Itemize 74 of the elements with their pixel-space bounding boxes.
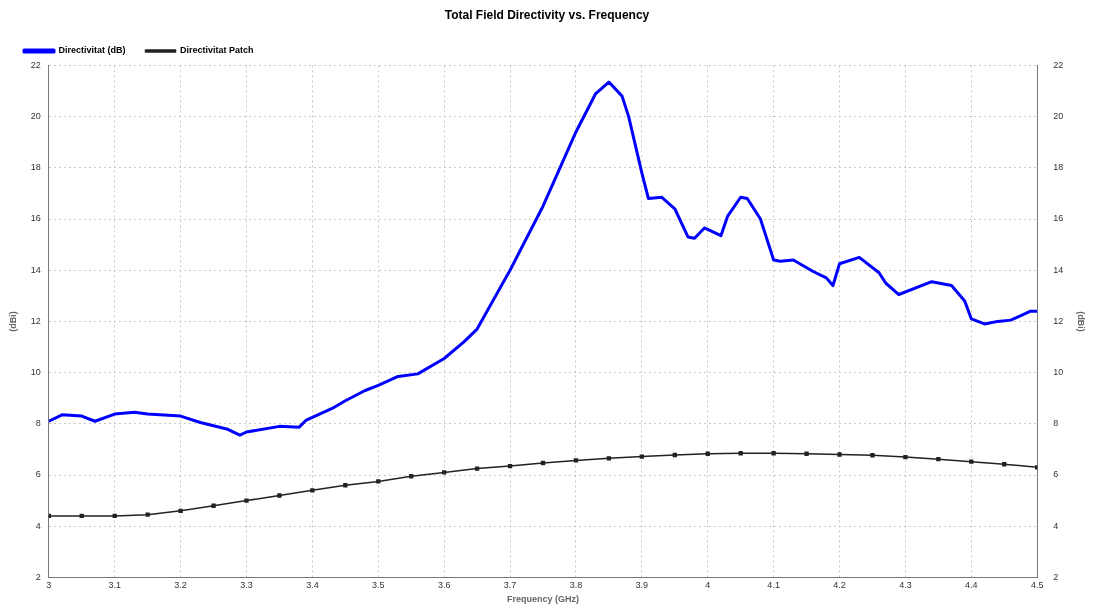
point — [244, 498, 249, 503]
x-tick-label: 3.3 — [240, 580, 253, 591]
x-tick-label: 3.4 — [306, 580, 319, 591]
y-tick-label: 10 — [30, 367, 41, 378]
y2-axis-title: (dBi) — [1076, 311, 1087, 332]
x-tick-label: 3.2 — [174, 580, 187, 591]
y-tick-label: 4 — [35, 520, 41, 531]
point — [112, 513, 117, 519]
point — [672, 452, 677, 458]
legend-label: Directivitat Patch — [180, 45, 254, 56]
x-tick-label: 4.1 — [767, 580, 780, 591]
point — [442, 470, 447, 475]
point — [936, 456, 941, 462]
y-tick-label: 16 — [30, 213, 41, 224]
y2-tick-label: 16 — [1053, 213, 1064, 224]
x-tick-label: 3.8 — [569, 580, 583, 591]
y-tick-label: 20 — [30, 111, 41, 122]
point — [639, 454, 644, 459]
y-tick-label: 18 — [30, 162, 41, 173]
point — [409, 474, 414, 479]
chart-title: Total Field Directivity vs. Frequency — [444, 7, 650, 22]
y2-tick-label: 6 — [1053, 469, 1059, 480]
x-tick-label: 4.5 — [1030, 580, 1044, 591]
point — [343, 483, 348, 488]
x-axis-title: Frequency (GHz) — [506, 594, 580, 605]
y-tick-label: 2 — [35, 571, 41, 582]
y2-tick-label: 4 — [1053, 520, 1059, 531]
point — [376, 479, 381, 484]
y-tick-label: 8 — [35, 418, 41, 429]
point — [277, 493, 282, 498]
x-tick-label: 3.5 — [372, 580, 385, 591]
point — [903, 454, 908, 460]
point — [310, 488, 315, 493]
point — [540, 460, 546, 466]
point — [79, 513, 84, 519]
x-tick-label: 3.9 — [635, 580, 649, 591]
y2-tick-label: 22 — [1053, 59, 1064, 70]
legend-label: Directivitat (dB) — [58, 45, 126, 56]
point — [507, 463, 513, 469]
x-tick-label: 4.3 — [899, 580, 912, 591]
y-tick-label: 6 — [35, 469, 41, 480]
y2-tick-label: 8 — [1053, 418, 1059, 429]
point — [837, 452, 842, 457]
y2-tick-label: 18 — [1053, 162, 1064, 173]
y-axis-title: (dBi) — [7, 311, 18, 332]
x-tick-label: 3.1 — [108, 580, 121, 591]
point — [738, 451, 743, 456]
x-tick-label: 3 — [46, 580, 52, 591]
point — [1002, 462, 1007, 467]
point — [870, 453, 875, 458]
point — [178, 508, 183, 513]
x-tick-label: 4.4 — [965, 580, 978, 591]
point — [705, 451, 710, 456]
x-tick-label: 3.6 — [437, 580, 451, 591]
x-tick-label: 4 — [705, 580, 711, 591]
point — [573, 458, 579, 463]
point — [771, 451, 776, 456]
y2-tick-label: 20 — [1053, 111, 1064, 122]
y2-tick-label: 10 — [1053, 367, 1064, 378]
point — [145, 512, 150, 517]
x-tick-label: 4.2 — [833, 580, 846, 591]
point — [474, 466, 480, 471]
point — [211, 503, 216, 508]
y-tick-label: 22 — [30, 59, 41, 70]
y2-tick-label: 14 — [1053, 264, 1064, 275]
y-tick-label: 14 — [30, 264, 41, 275]
y-tick-label: 12 — [30, 315, 41, 326]
point — [969, 459, 974, 464]
point — [1035, 465, 1038, 470]
point — [804, 451, 809, 456]
x-tick-label: 3.7 — [503, 580, 517, 591]
y2-tick-label: 12 — [1053, 315, 1064, 326]
y2-tick-label: 2 — [1053, 571, 1059, 582]
point — [606, 456, 612, 461]
